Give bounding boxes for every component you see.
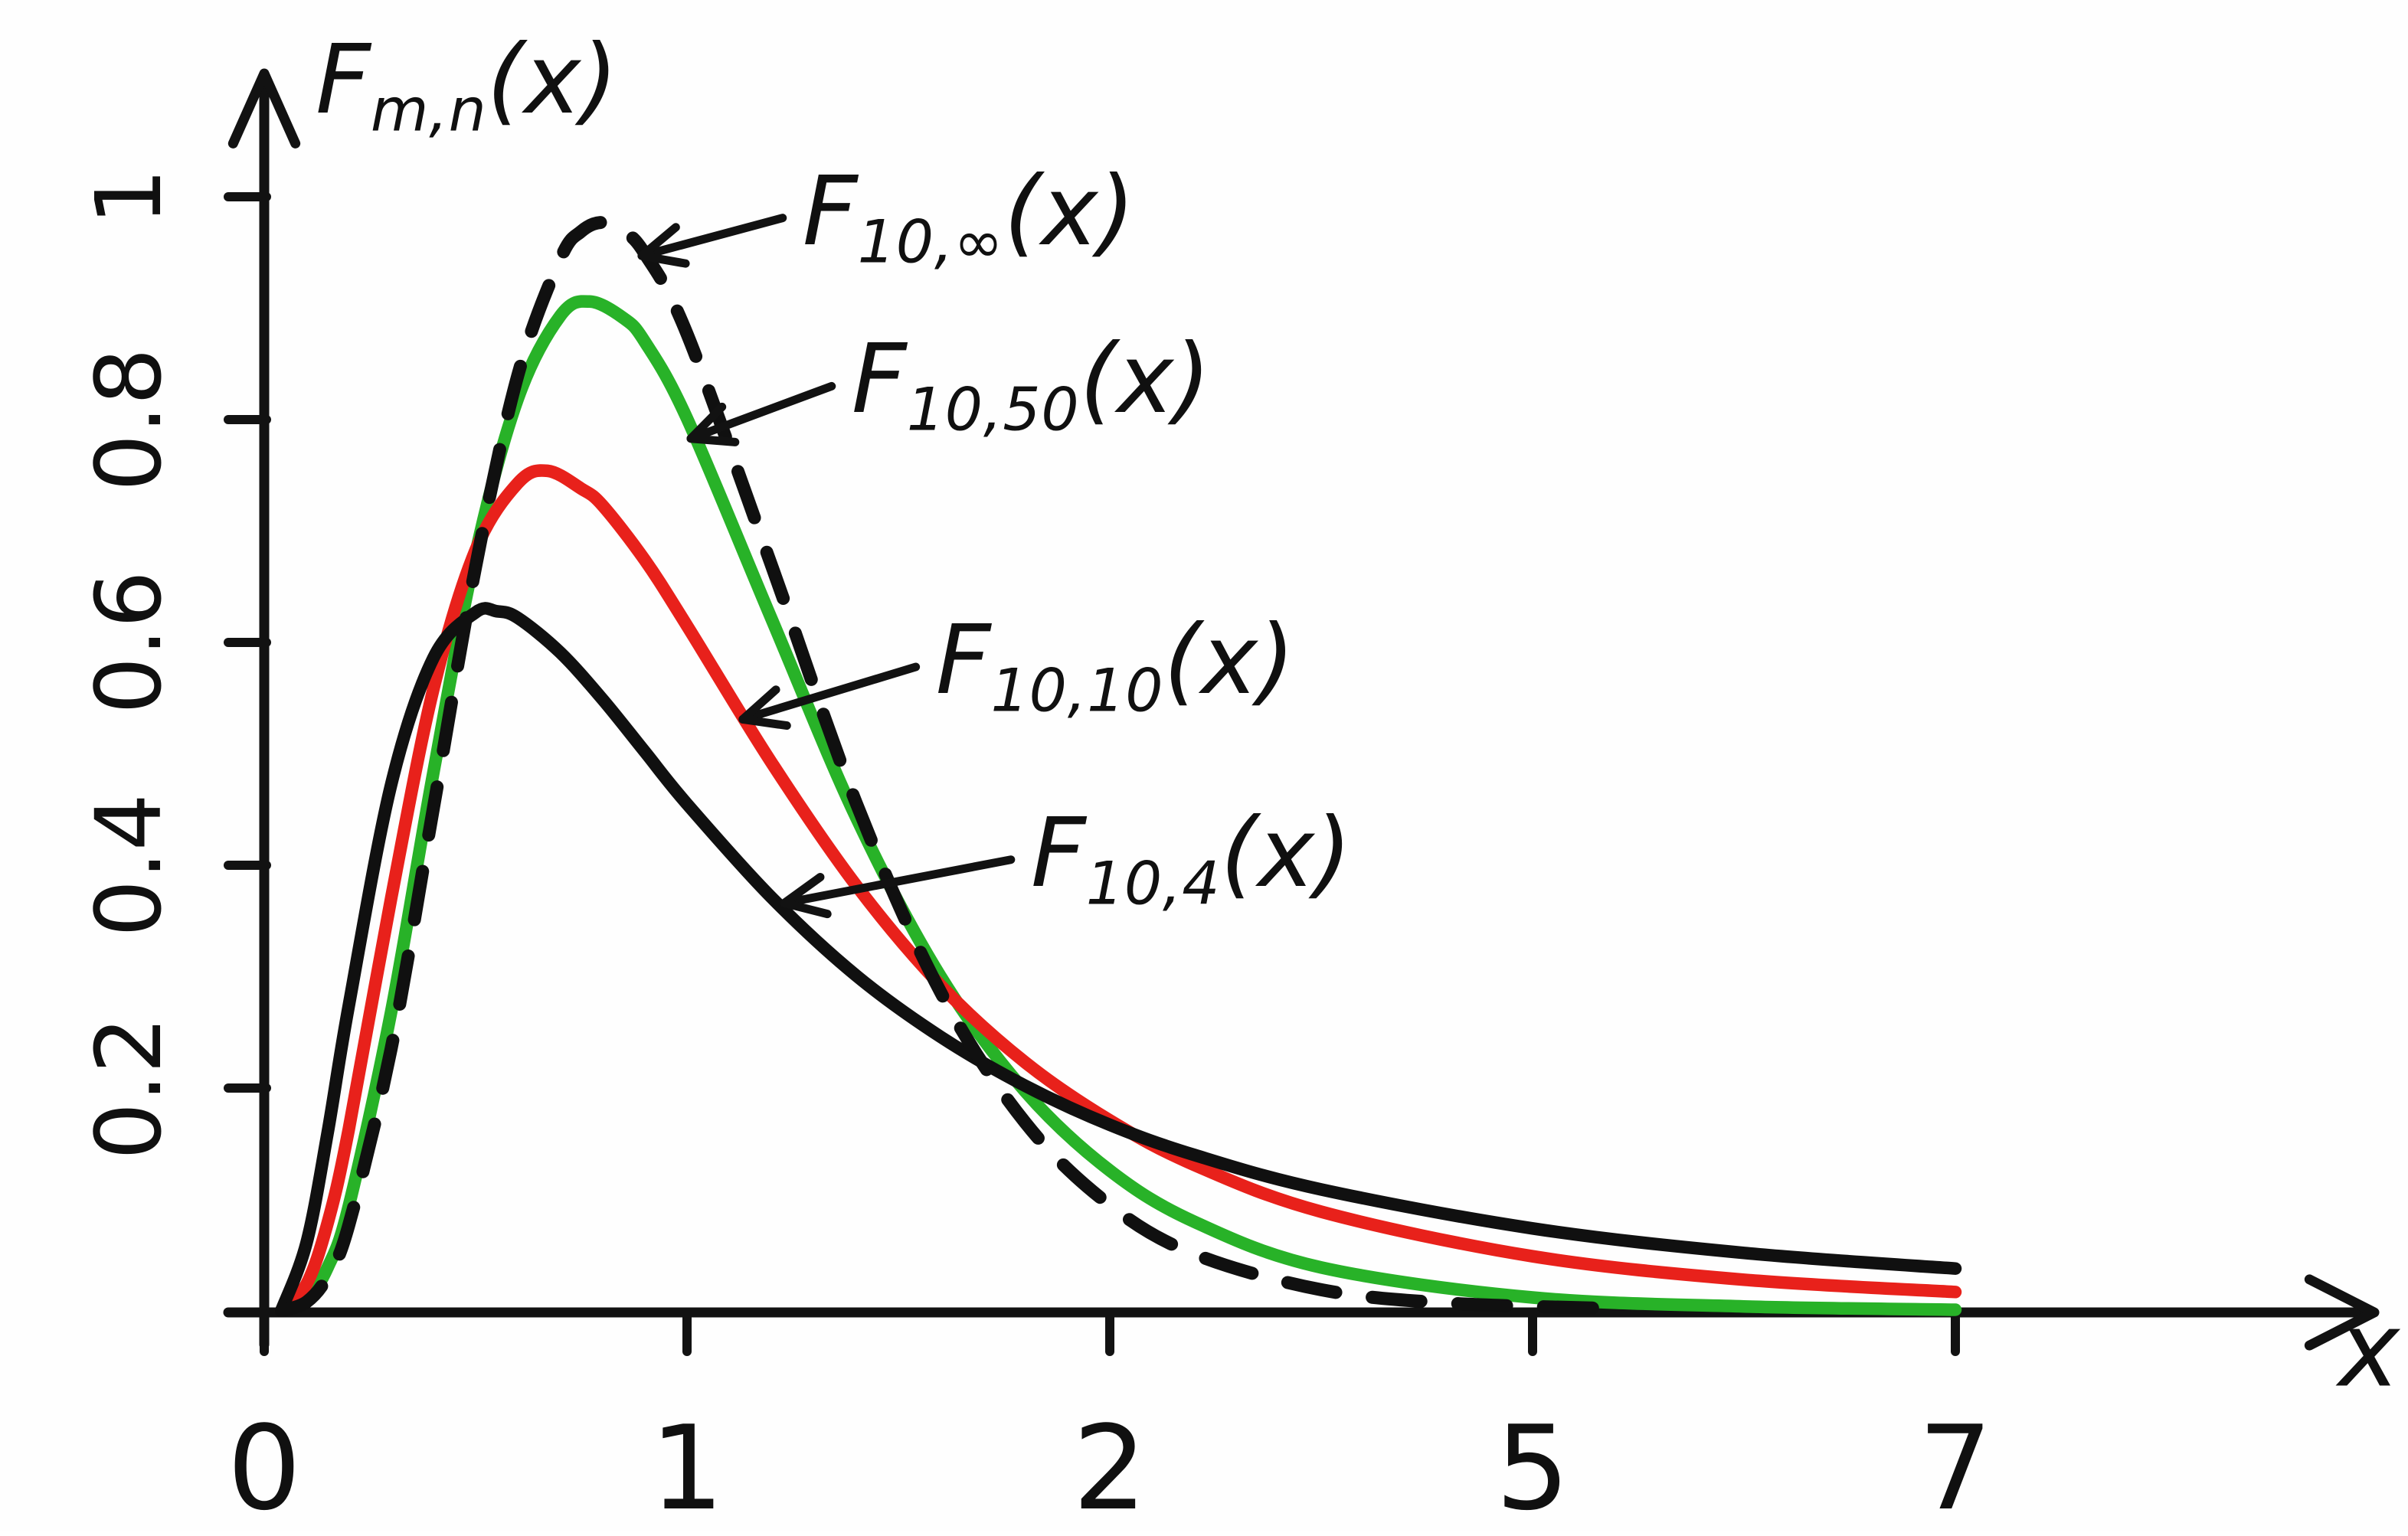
curve-label-args: (x) [1163,605,1295,717]
y-tick-label-1: 1 [76,168,182,226]
curve-label-f10-4: F10,4(x) [1031,806,1352,914]
curve-label-args: (x) [1003,155,1136,267]
x-tick-label-2: 2 [1072,1400,1147,1536]
curve-label-sub: 10,50 [906,375,1080,445]
y-axis-title-args: (x) [486,25,618,136]
annotation-arrowhead [780,872,832,919]
x-tick-label-4: 7 [1918,1400,1993,1536]
curve-F-10-10- [274,464,1962,1318]
curve-F-10-4- [274,602,1962,1318]
annotation-arrow-line [780,855,1016,907]
curve-label-sub: 10,10 [990,656,1164,726]
y-tick-label-04: 0.4 [76,793,182,937]
curve-label-args: (x) [1220,797,1352,909]
annotation-arrowhead [738,685,791,730]
y-axis-title: Fm,n(x) [316,32,618,141]
annotation-arrow-line [686,381,836,443]
curve-label-sub: 10,∞ [857,208,1004,277]
x-tick-label-3: 5 [1495,1400,1570,1536]
curve-label-f: F [935,605,991,717]
curve-label-f: F [851,324,907,436]
annotation-arrow-line [738,662,921,724]
y-axis-title-sub: m,n [370,76,487,145]
annotation-arrowhead [637,223,690,268]
curve-label-f10-inf: F10,∞(x) [803,164,1135,273]
curve-label-f: F [802,155,858,267]
y-tick-label-06: 0.6 [76,570,182,714]
annotation-arrowhead [686,402,740,446]
y-tick-label-02: 0.2 [76,1016,182,1160]
curve-F-10-50- [274,295,1962,1318]
curve-label-f10-50: F10,50(x) [852,332,1211,440]
curve-label-f: F [1030,797,1086,909]
x-axis-title: x [2338,1289,2400,1410]
curve-label-args: (x) [1079,324,1211,436]
x-tick-label-1: 1 [649,1400,725,1536]
x-axis-arrowhead [2304,1274,2380,1351]
annotation-arrow-line [637,214,787,260]
curve-label-sub: 10,4 [1085,849,1221,919]
x-tick-label-0: 0 [227,1400,302,1536]
y-tick-label-08: 0.8 [76,348,182,492]
curve-label-f10-10: F10,10(x) [936,613,1295,721]
y-axis-arrowhead [227,68,301,149]
y-axis-title-f: F [316,25,371,136]
